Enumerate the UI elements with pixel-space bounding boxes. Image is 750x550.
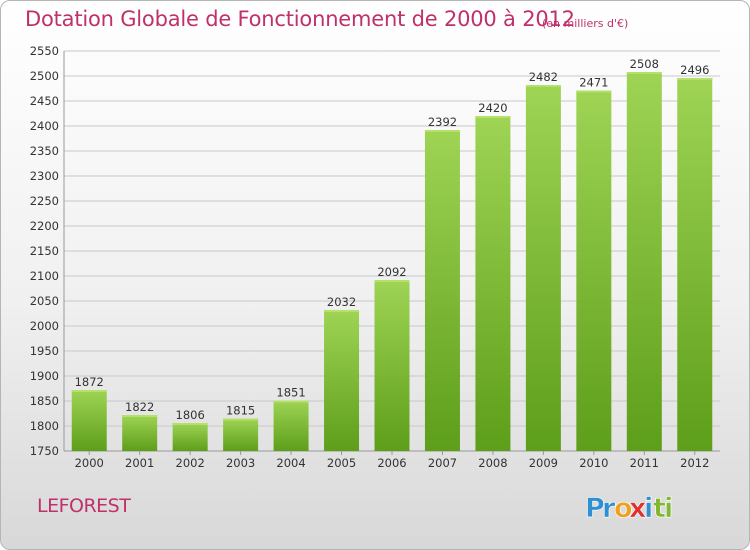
logo-letter: o <box>614 493 633 524</box>
value-label-2012: 2496 <box>680 63 709 77</box>
bar-highlight-2009 <box>525 85 561 87</box>
bar-2012 <box>677 78 713 451</box>
bar-2007 <box>424 130 460 451</box>
bars <box>71 72 713 451</box>
logo-letter: i <box>664 493 673 524</box>
bar-highlight-2004 <box>273 400 309 403</box>
bar-highlight-2012 <box>677 78 713 80</box>
value-label-2009: 2482 <box>529 70 558 84</box>
x-tick-label-2003: 2003 <box>226 456 255 470</box>
bar-highlight-2005 <box>324 310 360 312</box>
y-tick-label: 2400 <box>30 119 59 133</box>
x-tick-label-2002: 2002 <box>176 456 205 470</box>
bar-2006 <box>374 280 410 451</box>
x-tick-label-2005: 2005 <box>327 456 356 470</box>
bar-2004 <box>273 400 309 451</box>
y-tick-label: 1850 <box>30 394 59 408</box>
y-tick-label: 1900 <box>30 369 59 383</box>
chart-unit: (en milliers d'€) <box>542 17 629 30</box>
logo-letter: P <box>585 493 605 524</box>
x-tick-label-2008: 2008 <box>478 456 507 470</box>
value-label-2008: 2420 <box>478 101 507 115</box>
y-tick-label: 2000 <box>30 319 59 333</box>
y-tick-label: 2250 <box>30 194 59 208</box>
y-axis-labels: 1750 1800 1850 1900 1950 2000 2050 2100 2150 2200… <box>30 44 59 458</box>
bar-2001 <box>122 415 158 451</box>
y-tick-label: 2350 <box>30 144 59 158</box>
bar-highlight-2006 <box>374 280 410 282</box>
y-tick-label: 1750 <box>30 444 59 458</box>
value-label-2004: 1851 <box>276 386 305 400</box>
value-label-2011: 2508 <box>630 57 659 71</box>
logo-letter: i <box>644 493 653 524</box>
x-tick-label-2000: 2000 <box>75 456 104 470</box>
y-tick-label: 1950 <box>30 344 59 358</box>
commune-name: LEFOREST <box>37 495 131 517</box>
value-label-2010: 2471 <box>579 76 608 90</box>
value-label-2003: 1815 <box>226 404 255 418</box>
value-label-2006: 2092 <box>377 265 406 279</box>
y-tick-label: 2100 <box>30 269 59 283</box>
y-tick-label: 2150 <box>30 244 59 258</box>
value-label-2000: 1872 <box>75 375 104 389</box>
bar-highlight-2002 <box>172 423 208 425</box>
bar-2008 <box>475 116 511 451</box>
y-tick-label: 2050 <box>30 294 59 308</box>
x-axis-labels: 2000 2001 2002 2003 2004 2005 2006 2007 2008 2009… <box>75 451 709 470</box>
y-tick-label: 2300 <box>30 169 59 183</box>
x-tick-label-2010: 2010 <box>579 456 608 470</box>
x-tick-label-2006: 2006 <box>377 456 406 470</box>
bar-2009 <box>525 85 561 451</box>
value-label-2005: 2032 <box>327 295 356 309</box>
chart-title: Dotation Globale de Fonctionnement de 20… <box>25 7 575 31</box>
x-tick-label-2012: 2012 <box>680 456 709 470</box>
bar-2000 <box>71 390 107 451</box>
logo-letter: x <box>629 493 646 524</box>
bar-highlight-2000 <box>71 390 107 392</box>
value-label-2001: 1822 <box>125 400 154 414</box>
y-tick-label: 1800 <box>30 419 59 433</box>
y-tick-label: 2450 <box>30 94 59 108</box>
y-tick-label: 2500 <box>30 69 59 83</box>
bar-highlight-2001 <box>122 415 158 417</box>
value-labels: 1872 1822 1806 1815 1851 2032 2092 2392 2420 2482… <box>75 57 710 422</box>
x-tick-label-2011: 2011 <box>630 456 659 470</box>
bar-highlight-2007 <box>424 130 460 132</box>
x-tick-label-2007: 2007 <box>428 456 457 470</box>
x-tick-label-2001: 2001 <box>125 456 154 470</box>
bar-highlight-2010 <box>576 90 612 93</box>
value-label-2002: 1806 <box>176 408 205 422</box>
y-tick-label: 2200 <box>30 219 59 233</box>
value-label-2007: 2392 <box>428 115 457 129</box>
logo-letter: t <box>653 493 666 524</box>
bar-2011 <box>626 72 662 451</box>
bar-2010 <box>576 90 612 451</box>
bar-highlight-2003 <box>223 418 259 421</box>
bar-highlight-2008 <box>475 116 511 118</box>
x-tick-label-2009: 2009 <box>529 456 558 470</box>
bar-2002 <box>172 423 208 451</box>
bar-2005 <box>324 310 360 451</box>
x-tick-label-2004: 2004 <box>276 456 305 470</box>
bar-highlight-2011 <box>626 72 662 74</box>
y-tick-label: 2550 <box>30 44 59 58</box>
bar-2003 <box>223 418 259 451</box>
logo-letter: r <box>602 493 616 524</box>
